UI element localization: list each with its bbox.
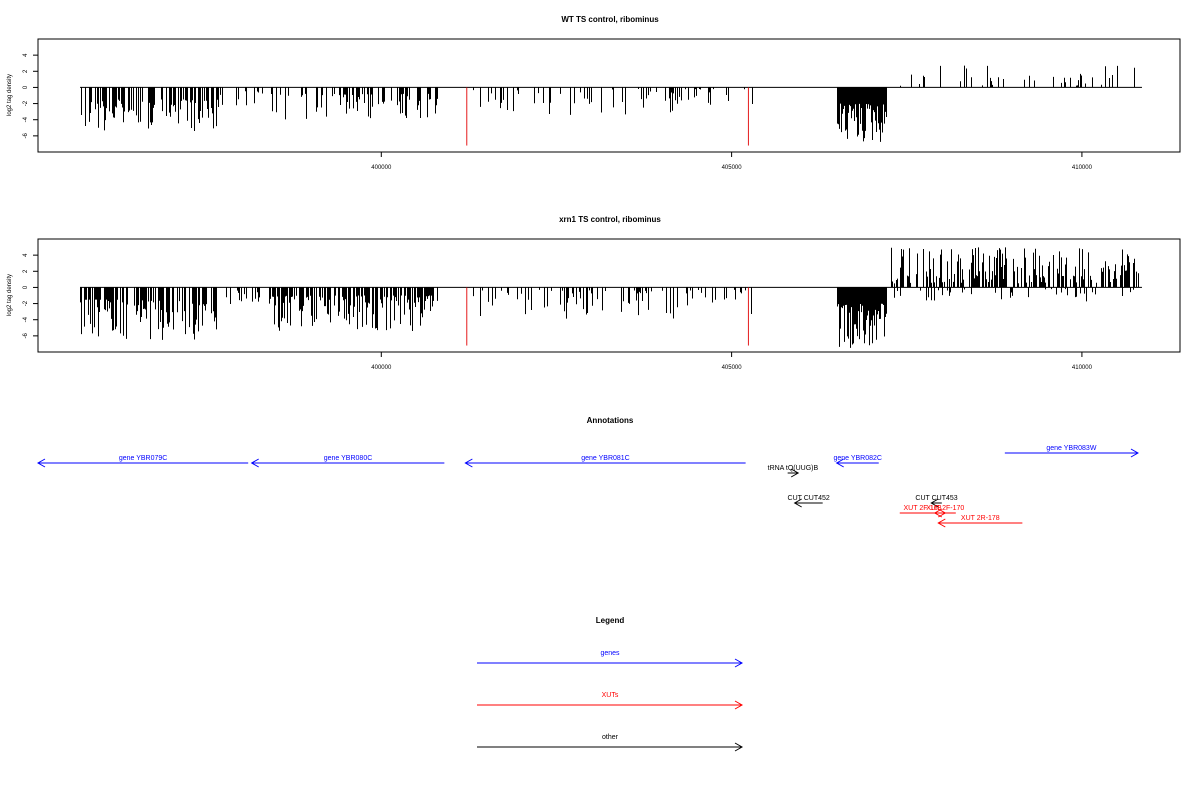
- x-axis: 400000 405000 410000: [371, 152, 1093, 171]
- y-axis-label: log2 tag density: [7, 74, 13, 116]
- legend-title: Legend: [596, 616, 625, 625]
- y-tick-label: 2: [23, 69, 29, 73]
- annotations-panel: Annotations gene YBR079C gene YBR080C gene…: [36, 416, 1139, 528]
- feature-arrow: [250, 458, 445, 468]
- y-tick-label: 2: [23, 269, 29, 273]
- y-tick-label: 4: [23, 53, 29, 57]
- x-tick-label: 400000: [371, 365, 392, 371]
- y-tick-label: -6: [23, 333, 29, 339]
- chart-title: xrn1 TS control, ribominus: [559, 215, 661, 224]
- bars: [80, 247, 1142, 348]
- y-tick-label: 0: [23, 85, 29, 89]
- feature-label: CUT CUT452: [788, 495, 830, 502]
- bars: [80, 65, 1142, 146]
- y-tick-label: 0: [23, 285, 29, 289]
- legend-arrow: [477, 742, 744, 752]
- legend: Legend genes XUTs other: [477, 616, 744, 752]
- feature-label: gene YBR079C: [119, 455, 168, 462]
- annotations-title: Annotations: [587, 416, 634, 425]
- plot-frame: [37, 238, 1181, 353]
- feature-label: XUT 2F-168: [904, 505, 942, 512]
- y-axis-label: log2 tag density: [7, 274, 13, 316]
- x-tick-label: 405000: [722, 165, 743, 171]
- feature-arrow: [933, 508, 956, 518]
- y-axis: -6 -4 -2 0 2 4: [23, 53, 39, 139]
- y-tick-label: -2: [23, 100, 29, 106]
- x-axis: 400000 405000 410000: [371, 352, 1093, 371]
- feature-arrow: [793, 498, 823, 508]
- panel-wt: WT TS control, ribominus log2 tag densit…: [7, 15, 1181, 171]
- legend-label: other: [602, 734, 619, 741]
- x-tick-label: 400000: [371, 165, 392, 171]
- feature-arrow: [787, 468, 800, 478]
- feature-label: XUT 2F-170: [926, 505, 964, 512]
- feature-label: CUT CUT453: [915, 495, 957, 502]
- chart-title: WT TS control, ribominus: [561, 15, 659, 24]
- feature-label: gene YBR081C: [581, 455, 630, 462]
- legend-label: genes: [600, 650, 620, 657]
- y-tick-label: -4: [23, 316, 29, 322]
- feature-label: XUT 2R-178: [961, 515, 1000, 522]
- feature-label: gene YBR082C: [833, 455, 882, 462]
- y-tick-label: 4: [23, 253, 29, 257]
- x-tick-label: 410000: [1072, 165, 1093, 171]
- feature-arrow: [937, 518, 1023, 528]
- feature-arrow: [835, 458, 879, 468]
- legend-items: genes XUTs other: [477, 650, 744, 752]
- plot-frame: [37, 38, 1181, 153]
- feature-arrow: [36, 458, 249, 468]
- y-tick-label: -4: [23, 116, 29, 122]
- feature-label: gene YBR083W: [1046, 445, 1096, 452]
- legend-label: XUTs: [602, 692, 619, 699]
- feature-arrow: [464, 458, 746, 468]
- feature-arrow: [1004, 448, 1139, 458]
- feature-arrow: [930, 498, 942, 508]
- feature-label: tRNA tQ(UUG)B: [768, 465, 819, 472]
- feature-label: gene YBR080C: [324, 455, 373, 462]
- x-tick-label: 405000: [722, 365, 743, 371]
- y-tick-label: -2: [23, 300, 29, 306]
- feature-arrows: gene YBR079C gene YBR080C gene YBR081C tRNA…: [36, 445, 1139, 528]
- y-tick-label: -6: [23, 133, 29, 139]
- panel-xrn1: xrn1 TS control, ribominus log2 tag dens…: [7, 215, 1181, 371]
- x-tick-label: 410000: [1072, 365, 1093, 371]
- legend-arrow: [477, 658, 744, 668]
- legend-arrow: [477, 700, 744, 710]
- y-axis: -6 -4 -2 0 2 4: [23, 253, 39, 339]
